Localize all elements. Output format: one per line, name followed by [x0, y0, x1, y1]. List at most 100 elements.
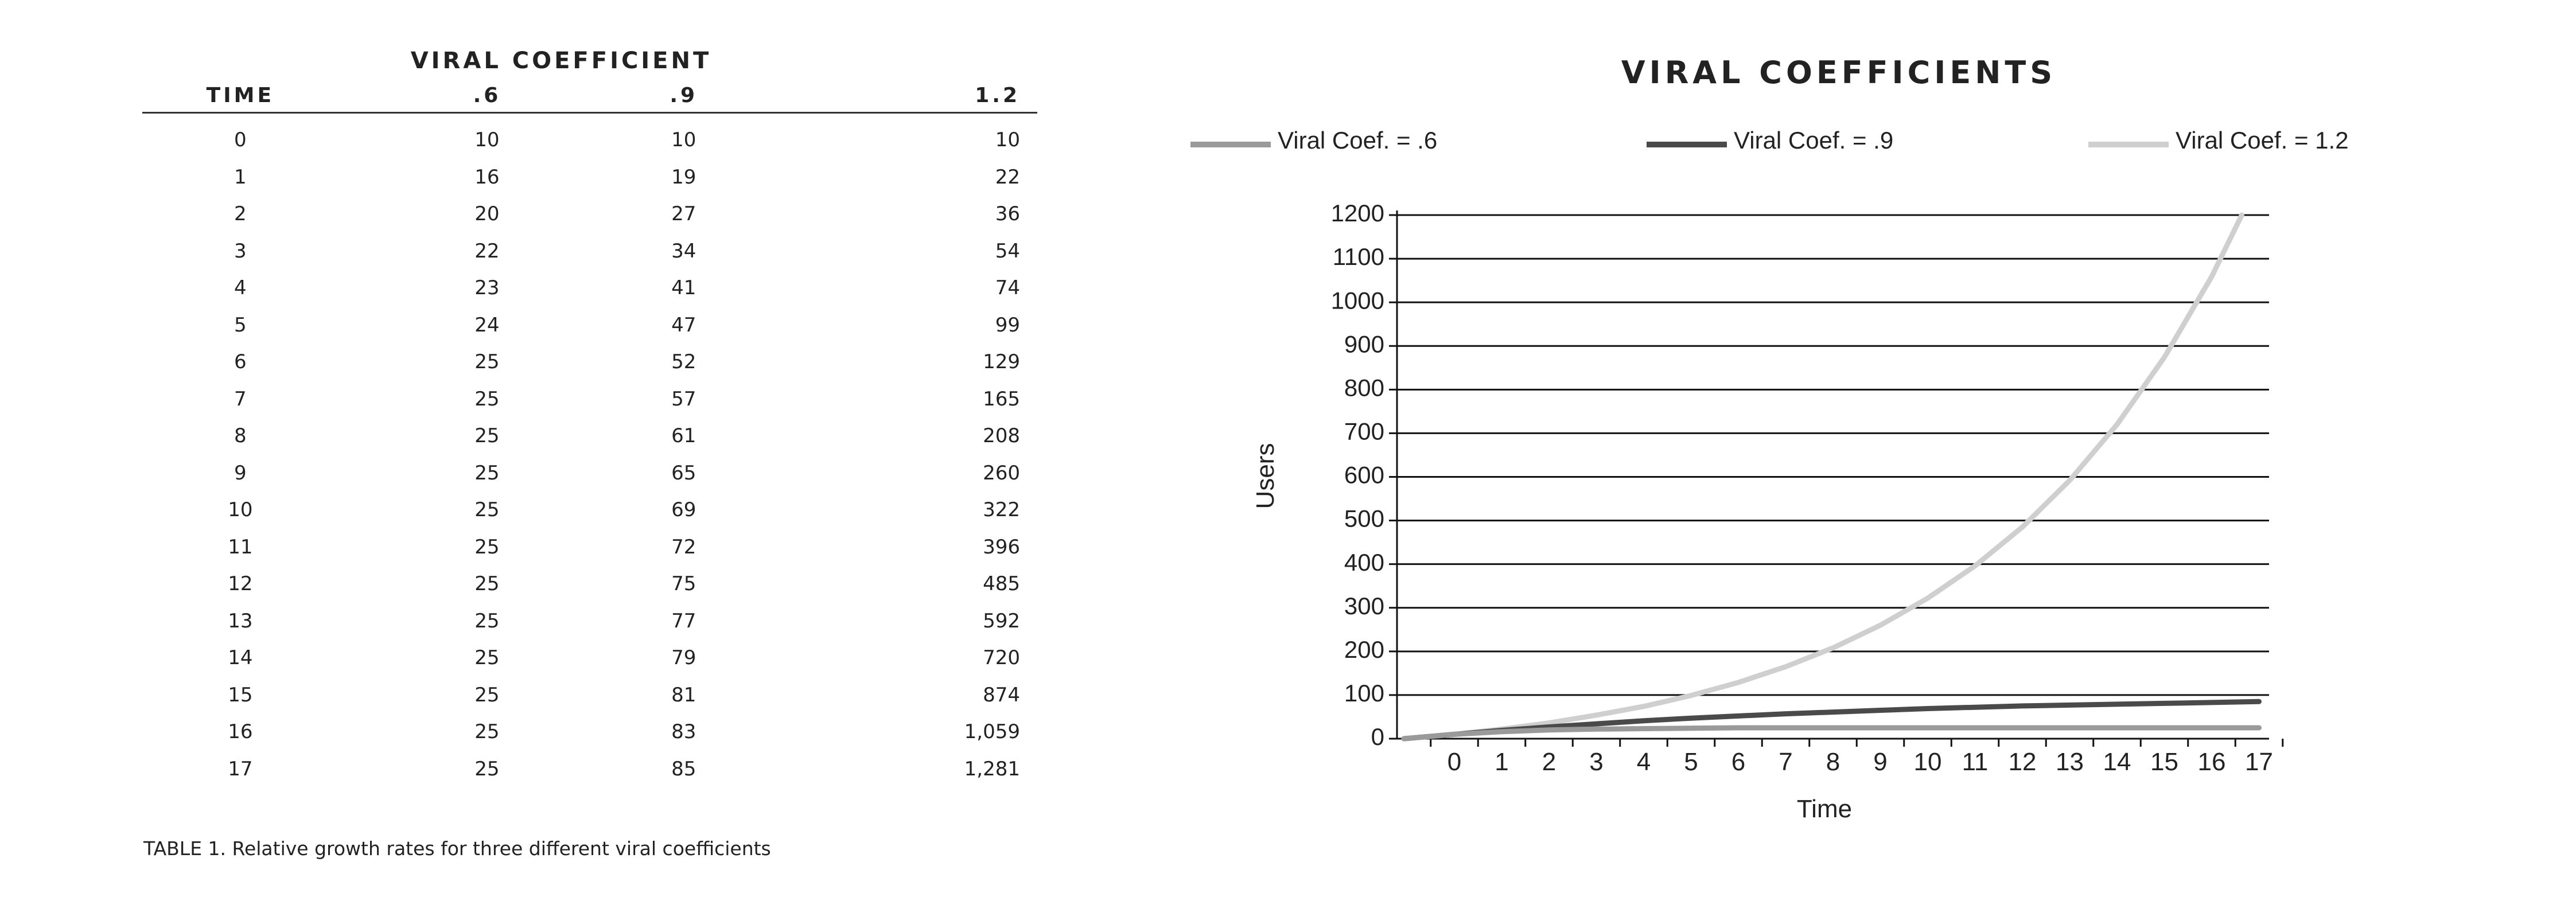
cell-coef-06: 23: [474, 276, 500, 300]
cell-coef-06: 25: [474, 757, 500, 781]
cell-time: 17: [228, 757, 253, 781]
cell-coef-09: 61: [671, 424, 696, 448]
table-row: 1 16 19 22: [142, 159, 1037, 196]
table-row: 0 10 10 10: [142, 113, 1037, 159]
x-tick-label: 13: [2056, 748, 2084, 776]
cell-coef-09: 77: [671, 609, 696, 633]
series-point: [1880, 710, 1881, 711]
series-point: [1785, 727, 1786, 728]
chart-title: VIRAL COEFFICIENTS: [1621, 54, 2056, 91]
series-point: [2116, 424, 2118, 425]
series-point: [2116, 727, 2118, 728]
series-line: [1401, 725, 2262, 742]
cell-coef-06: 25: [474, 535, 500, 559]
cell-time: 15: [228, 683, 253, 707]
cell-coef-09: 27: [671, 202, 696, 226]
y-axis-label: Users: [1251, 443, 1279, 509]
cell-coef-12: 720: [983, 646, 1020, 670]
cell-coef-06: 24: [474, 313, 500, 337]
cell-coef-12: 22: [995, 165, 1020, 189]
cell-time: 16: [228, 720, 253, 744]
cell-coef-12: 36: [995, 202, 1020, 226]
cell-coef-09: 65: [671, 461, 696, 485]
column-header-time: TIME: [142, 79, 402, 114]
x-tick-label: 11: [1962, 748, 1989, 776]
y-tick-label: 0: [1371, 723, 1384, 750]
cell-coef-09: 19: [671, 165, 696, 189]
cell-time: 3: [234, 239, 247, 263]
cell-coef-12: 485: [983, 572, 1020, 596]
cell-coef-12: 1,281: [964, 757, 1020, 781]
y-tick-label: 1100: [1333, 243, 1384, 270]
x-tick-label: 3: [1589, 748, 1603, 776]
y-tick-label: 400: [1344, 549, 1384, 576]
series-point: [2164, 727, 2165, 728]
series-point: [2069, 480, 2070, 481]
table-header-row: TIME .6 .9 1.2: [142, 79, 1037, 114]
x-tick-label: 15: [2150, 748, 2178, 776]
table-row: 3 22 34 54: [142, 233, 1037, 270]
cell-time: 13: [228, 609, 253, 633]
y-tick-label: 500: [1344, 505, 1384, 532]
cell-coef-12: 592: [983, 609, 1020, 633]
series-point: [1501, 731, 1502, 732]
cell-coef-09: 83: [671, 720, 696, 744]
cell-coef-06: 25: [474, 683, 500, 707]
cell-time: 5: [234, 313, 247, 337]
column-header-coef-12: 1.2: [795, 79, 1037, 114]
table-caption: TABLE 1. Relative growth rates for three…: [143, 837, 771, 860]
cell-coef-06: 25: [474, 350, 500, 374]
growth-table-section: VIRAL COEFFICIENT TIME .6 .9 1.2 0 10 10 10…: [142, 43, 1037, 787]
series-point: [2164, 357, 2165, 358]
x-tick-label: 2: [1542, 748, 1556, 776]
cell-time: 10: [228, 498, 253, 522]
table-row: 9 25 65 260: [142, 455, 1037, 492]
cell-coef-09: 72: [671, 535, 696, 559]
table-row: 14 25 79 720: [142, 639, 1037, 677]
cell-time: 9: [234, 461, 247, 485]
table-row: 17 25 85 1,281: [142, 751, 1037, 788]
x-tick-label: 10: [1914, 748, 1942, 776]
x-tick-label: 14: [2103, 748, 2131, 776]
series-point: [1832, 647, 1834, 649]
table-row: 5 24 47 99: [142, 307, 1037, 344]
series-point: [2022, 727, 2023, 728]
x-tick-label: 0: [1447, 748, 1461, 776]
series-point: [1596, 728, 1597, 730]
x-tick-label: 5: [1684, 748, 1698, 776]
table-row: 2 20 27 36: [142, 196, 1037, 233]
cell-coef-09: 79: [671, 646, 696, 670]
table-row: 6 25 52 129: [142, 344, 1037, 381]
column-header-coef-06: .6: [401, 79, 573, 114]
cell-time: 6: [234, 350, 247, 374]
series-point: [2022, 526, 2023, 528]
x-tick-label: 4: [1637, 748, 1651, 776]
series-point: [1738, 727, 1739, 728]
cell-time: 0: [234, 128, 247, 152]
cell-coef-12: 1,059: [964, 720, 1020, 744]
cell-time: 4: [234, 276, 247, 300]
cell-time: 1: [234, 165, 247, 189]
series-point: [1832, 727, 1834, 728]
cell-coef-12: 129: [983, 350, 1020, 374]
cell-coef-12: 10: [995, 128, 1020, 152]
cell-coef-06: 10: [474, 128, 500, 152]
cell-coef-06: 25: [474, 387, 500, 411]
cell-coef-09: 75: [671, 572, 696, 596]
cell-coef-06: 25: [474, 646, 500, 670]
cell-time: 14: [228, 646, 253, 670]
cell-coef-09: 81: [671, 683, 696, 707]
y-tick-label: 900: [1344, 330, 1384, 357]
y-tick-label: 600: [1344, 462, 1384, 489]
y-tick-label: 700: [1344, 418, 1384, 445]
series-point: [1880, 727, 1881, 728]
cell-coef-12: 396: [983, 535, 1020, 559]
cell-time: 11: [228, 535, 253, 559]
table-body: 0 10 10 10 1 16 19 22 2 20 27 36 3 22 34 54 4 23 41 74 5 24 47…: [142, 113, 1037, 788]
table-row: 12 25 75 485: [142, 565, 1037, 603]
series-point: [1880, 625, 1881, 626]
series-point: [2069, 727, 2070, 728]
table-row: 11 25 72 396: [142, 529, 1037, 566]
x-tick-label: 16: [2198, 748, 2226, 776]
